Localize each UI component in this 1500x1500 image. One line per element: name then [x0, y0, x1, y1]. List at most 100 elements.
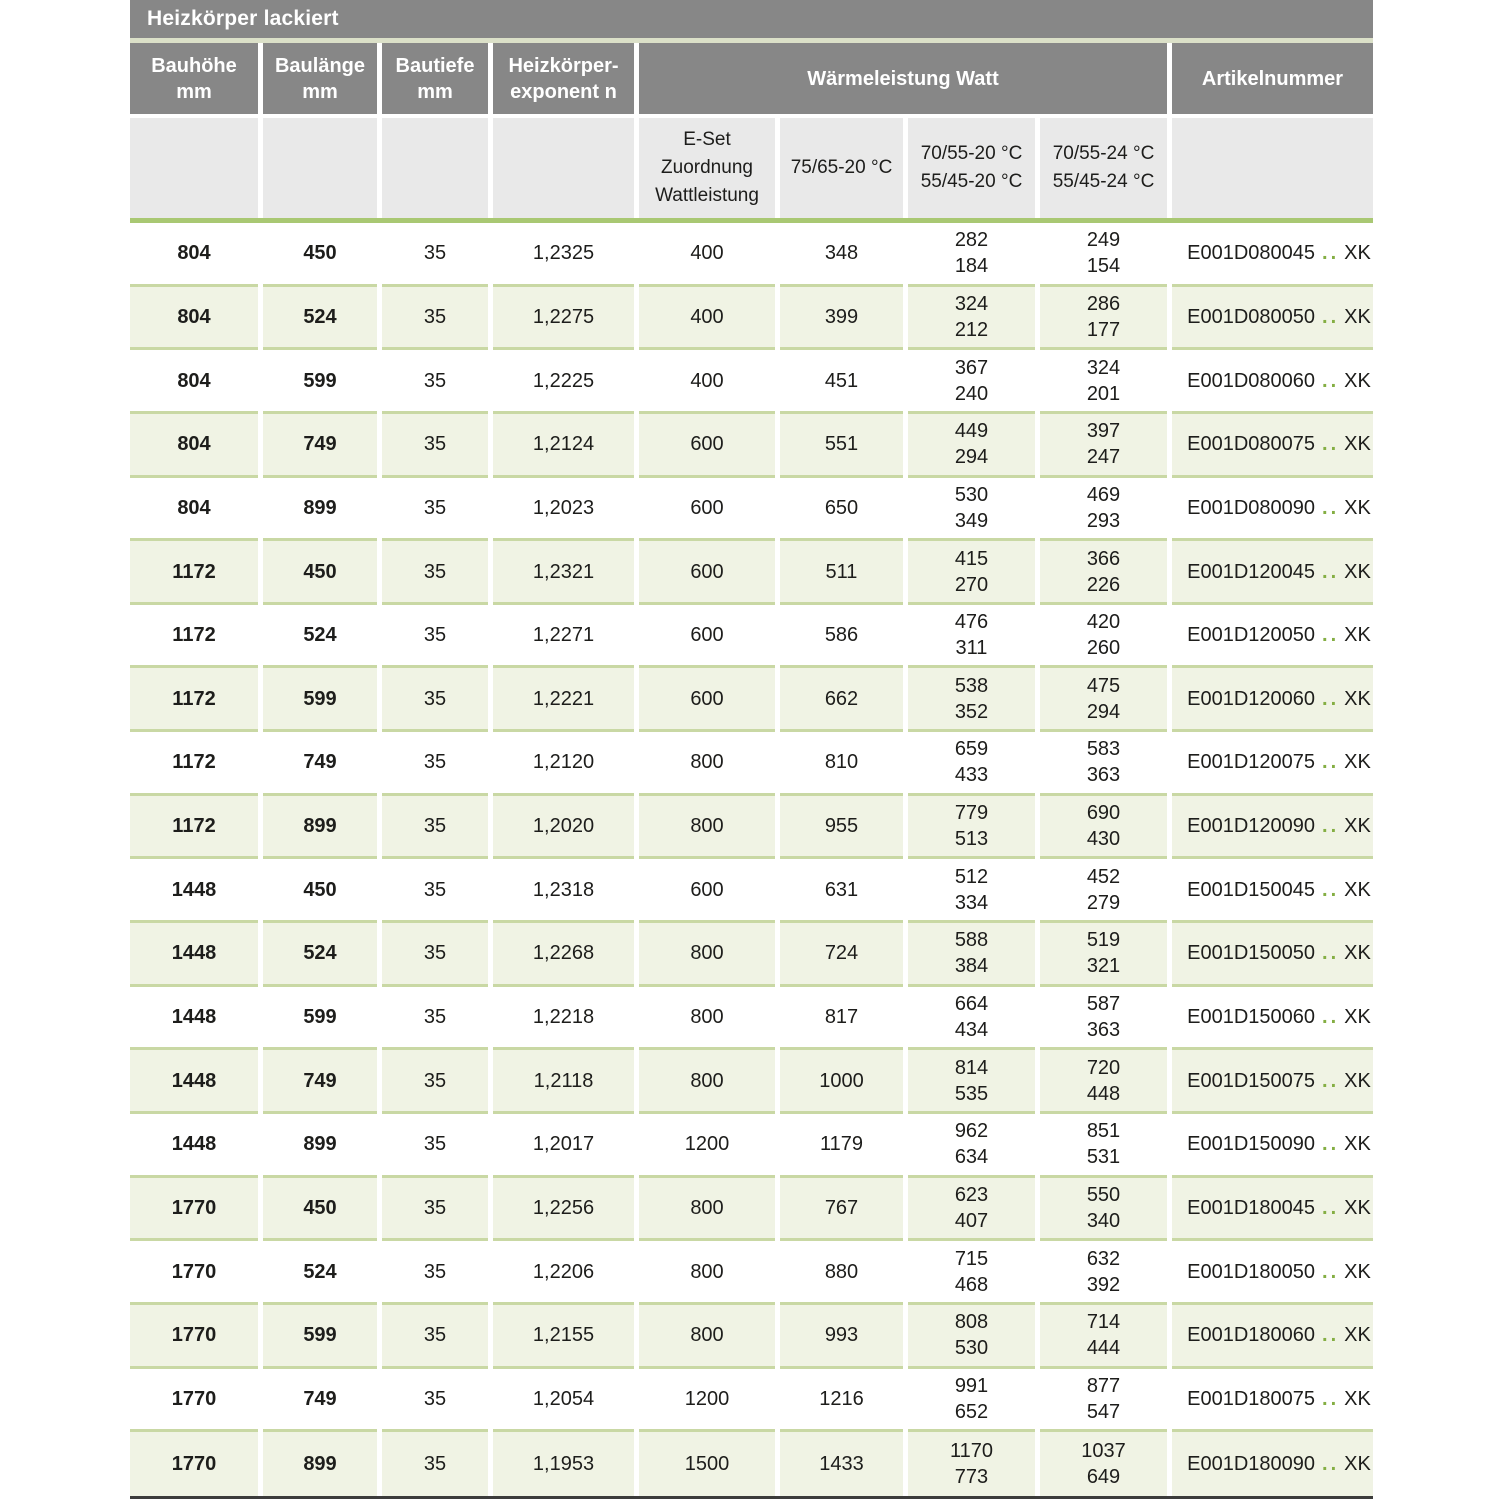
artikel-suffix: XK	[1344, 1324, 1371, 1347]
cell-eset-watt: 1200	[639, 1113, 775, 1178]
cell-bauhoehe: 804	[130, 350, 258, 414]
cell-watt-70-55-20: 415 270	[908, 541, 1035, 605]
cell-watt-70-55-24: 469 293	[1040, 477, 1167, 542]
artikel-placeholder-dots-icon: ..	[1322, 687, 1340, 710]
artikel-placeholder-dots-icon: ..	[1322, 942, 1340, 965]
artikel-suffix: XK	[1344, 242, 1371, 265]
cell-watt-75-65: 586	[780, 604, 903, 669]
table-row: 1172 450 35 1,2321 600 511 415 270 366 226 E001D…	[130, 541, 1373, 605]
cell-exponent: 1,2321	[493, 541, 634, 605]
cell-baulaenge: 524	[263, 923, 377, 987]
artikel-code: E001D150045	[1187, 878, 1316, 901]
artikel-code: E001D080060	[1187, 369, 1316, 392]
cell-bauhoehe: 804	[130, 286, 258, 351]
cell-baulaenge: 749	[263, 732, 377, 796]
table-title: Heizkörper lackiert	[147, 7, 339, 30]
cell-watt-75-65: 650	[780, 477, 903, 542]
cell-artikelnummer: E001D080060.. XK	[1172, 350, 1373, 414]
cell-watt-70-55-20: 530 349	[908, 477, 1035, 542]
cell-eset-watt: 800	[639, 795, 775, 860]
artikel-placeholder-dots-icon: ..	[1322, 1387, 1340, 1410]
cell-watt-70-55-24: 714 444	[1040, 1304, 1167, 1369]
cell-exponent: 1,2118	[493, 1050, 634, 1114]
cell-artikelnummer: E001D080045.. XK	[1172, 223, 1373, 287]
cell-bautiefe: 35	[382, 1304, 488, 1369]
cell-eset-watt: 800	[639, 1241, 775, 1305]
table-row: 1172 599 35 1,2221 600 662 538 352 475 294 E001D…	[130, 668, 1373, 733]
artikel-placeholder-dots-icon: ..	[1322, 751, 1340, 774]
cell-watt-70-55-20: 282 184	[908, 223, 1035, 287]
cell-watt-70-55-24: 1037 649	[1040, 1432, 1167, 1496]
cell-baulaenge: 599	[263, 668, 377, 733]
artikel-placeholder-dots-icon: ..	[1322, 1006, 1340, 1028]
cell-watt-70-55-24: 475 294	[1040, 668, 1167, 733]
cell-watt-75-65: 631	[780, 859, 903, 924]
subheader-70-55-20: 70/55-20 °C 55/45-20 °C	[908, 118, 1035, 218]
subheader-eset: E-Set Zuordnung Wattleistung	[639, 118, 775, 218]
table-row: 1448 599 35 1,2218 800 817 664 434 587 363 E001D…	[130, 986, 1373, 1051]
artikel-code: E001D120050	[1187, 624, 1316, 647]
cell-watt-70-55-20: 991 652	[908, 1368, 1035, 1433]
cell-bauhoehe: 1172	[130, 541, 258, 605]
artikel-placeholder-dots-icon: ..	[1322, 1133, 1340, 1156]
cell-baulaenge: 599	[263, 1304, 377, 1369]
artikel-suffix: XK	[1344, 624, 1371, 647]
cell-bautiefe: 35	[382, 477, 488, 542]
artikel-placeholder-dots-icon: ..	[1322, 369, 1340, 392]
artikel-code: E001D150060	[1187, 1006, 1316, 1028]
cell-artikelnummer: E001D180045.. XK	[1172, 1177, 1373, 1242]
cell-watt-70-55-24: 550 340	[1040, 1177, 1167, 1242]
cell-eset-watt: 600	[639, 477, 775, 542]
table-row: 1172 749 35 1,2120 800 810 659 433 583 363 E001D…	[130, 732, 1373, 796]
artikel-placeholder-dots-icon: ..	[1322, 624, 1340, 647]
cell-eset-watt: 400	[639, 350, 775, 414]
cell-watt-70-55-24: 587 363	[1040, 986, 1167, 1051]
cell-watt-70-55-24: 452 279	[1040, 859, 1167, 924]
cell-bauhoehe: 1172	[130, 604, 258, 669]
cell-artikelnummer: E001D120050.. XK	[1172, 604, 1373, 669]
cell-bautiefe: 35	[382, 923, 488, 987]
cell-artikelnummer: E001D150060.. XK	[1172, 986, 1373, 1051]
cell-exponent: 1,2124	[493, 413, 634, 478]
cell-artikelnummer: E001D080075.. XK	[1172, 413, 1373, 478]
cell-watt-75-65: 662	[780, 668, 903, 733]
cell-watt-75-65: 399	[780, 286, 903, 351]
artikel-suffix: XK	[1344, 1260, 1371, 1283]
title-separator	[130, 38, 1373, 43]
header-artikelnummer: Artikelnummer	[1172, 43, 1373, 114]
artikel-placeholder-dots-icon: ..	[1322, 1196, 1340, 1219]
cell-baulaenge: 899	[263, 477, 377, 542]
cell-bauhoehe: 1770	[130, 1432, 258, 1496]
cell-watt-70-55-24: 366 226	[1040, 541, 1167, 605]
cell-bautiefe: 35	[382, 986, 488, 1051]
header-waermeleistung: Wärmeleistung Watt	[639, 43, 1167, 114]
cell-watt-70-55-24: 397 247	[1040, 413, 1167, 478]
table-bottom-border	[130, 1495, 1373, 1499]
artikel-code: E001D150075	[1187, 1069, 1316, 1092]
heizkoerper-spec-table: Heizkörper lackiert Bauhöhe mm Baulänge …	[130, 0, 1373, 1499]
table-row: 804 524 35 1,2275 400 399 324 212 286 177 E001D0…	[130, 286, 1373, 351]
cell-baulaenge: 450	[263, 859, 377, 924]
cell-watt-75-65: 1433	[780, 1432, 903, 1496]
cell-artikelnummer: E001D180090.. XK	[1172, 1432, 1373, 1496]
cell-bauhoehe: 804	[130, 413, 258, 478]
cell-bautiefe: 35	[382, 1241, 488, 1305]
cell-watt-70-55-24: 632 392	[1040, 1241, 1167, 1305]
artikel-suffix: XK	[1344, 1387, 1371, 1410]
table-row: 804 749 35 1,2124 600 551 449 294 397 247 E001D0…	[130, 413, 1373, 478]
cell-watt-70-55-20: 659 433	[908, 732, 1035, 796]
subheader-empty-artikel	[1172, 118, 1373, 218]
cell-exponent: 1,2318	[493, 859, 634, 924]
cell-bautiefe: 35	[382, 350, 488, 414]
cell-watt-75-65: 1216	[780, 1368, 903, 1433]
artikel-suffix: XK	[1344, 815, 1371, 838]
artikel-suffix: XK	[1344, 1006, 1371, 1028]
cell-baulaenge: 524	[263, 604, 377, 669]
artikel-suffix: XK	[1344, 687, 1371, 710]
artikel-suffix: XK	[1344, 751, 1371, 774]
table-row: 804 599 35 1,2225 400 451 367 240 324 201 E001D0…	[130, 350, 1373, 414]
cell-bauhoehe: 804	[130, 477, 258, 542]
cell-eset-watt: 800	[639, 986, 775, 1051]
subheader-empty-bautiefe	[382, 118, 488, 218]
cell-baulaenge: 749	[263, 1050, 377, 1114]
